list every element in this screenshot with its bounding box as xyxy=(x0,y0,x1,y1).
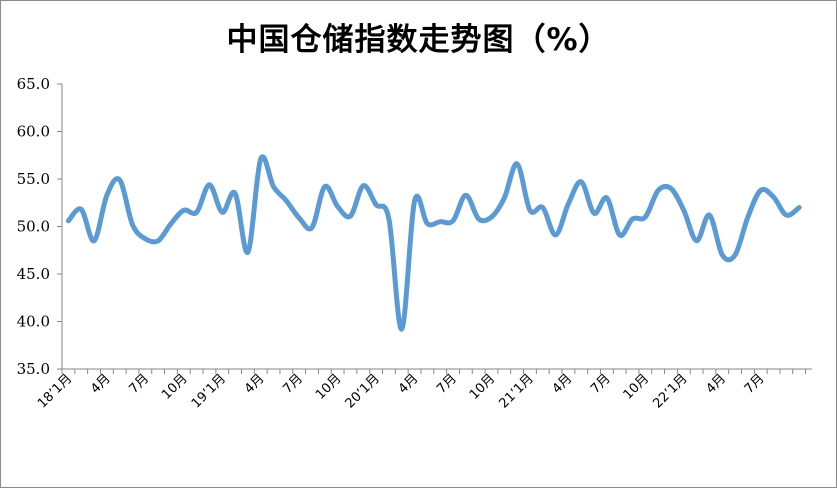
data-point xyxy=(553,233,558,238)
data-point xyxy=(258,157,263,162)
y-tick-label: 45.0 xyxy=(17,265,50,283)
data-point xyxy=(220,210,225,215)
data-point xyxy=(374,202,379,207)
data-point xyxy=(694,238,699,243)
y-tick-label: 50.0 xyxy=(17,218,50,236)
data-point xyxy=(310,225,315,230)
data-point xyxy=(117,177,122,182)
data-point xyxy=(758,188,763,193)
data-point xyxy=(681,208,686,213)
x-tick-label: 7月 xyxy=(127,371,153,397)
x-tick-label: 10月 xyxy=(313,371,344,402)
data-point xyxy=(476,216,481,221)
chart-title: 中国仓储指数走势图（%） xyxy=(226,22,611,58)
x-tick-label: 22’1月 xyxy=(650,371,690,411)
data-point xyxy=(592,211,597,216)
data-point xyxy=(668,186,673,191)
data-point xyxy=(412,198,417,203)
data-point xyxy=(425,221,430,226)
data-point xyxy=(168,221,173,226)
data-point xyxy=(451,218,456,223)
y-tick-labels: 35.0 40.0 45.0 50.0 55.0 60.0 65.0 xyxy=(17,75,50,378)
x-tick-label: 7月 xyxy=(588,371,614,397)
data-point xyxy=(297,215,302,220)
data-point xyxy=(194,210,199,215)
x-tick-label: 4月 xyxy=(550,371,576,397)
data-point xyxy=(643,215,648,220)
x-tick-label: 7月 xyxy=(742,371,768,397)
data-point xyxy=(707,213,712,218)
data-point xyxy=(399,327,404,332)
data-point xyxy=(463,193,468,198)
data-point xyxy=(335,204,340,209)
y-tick-label: 60.0 xyxy=(17,123,50,141)
data-point xyxy=(130,222,135,227)
data-point xyxy=(797,205,802,210)
x-tick-label: 4月 xyxy=(703,371,729,397)
data-point xyxy=(361,183,366,188)
data-point xyxy=(66,218,71,223)
data-point xyxy=(284,198,289,203)
y-tick-label: 65.0 xyxy=(17,75,50,93)
data-point xyxy=(79,207,84,212)
series-line xyxy=(65,154,802,332)
data-point xyxy=(579,179,584,184)
x-tick-label: 7月 xyxy=(280,371,306,397)
data-point xyxy=(156,238,161,243)
data-point xyxy=(143,236,148,241)
data-point xyxy=(630,216,635,221)
data-point xyxy=(386,216,391,221)
data-point xyxy=(348,214,353,219)
data-point xyxy=(515,161,520,166)
y-tick-label: 35.0 xyxy=(17,360,50,378)
data-point xyxy=(617,233,622,238)
data-point xyxy=(540,205,545,210)
x-tick-label: 20’1月 xyxy=(343,371,383,411)
data-point xyxy=(104,193,109,198)
y-tick-label: 55.0 xyxy=(17,170,50,188)
data-point xyxy=(604,196,609,201)
data-point xyxy=(489,215,494,220)
data-point xyxy=(245,250,250,255)
x-tick-label: 19’1月 xyxy=(189,371,229,411)
data-point xyxy=(771,195,776,200)
data-point xyxy=(733,253,738,258)
data-point xyxy=(181,208,186,213)
x-tick-label: 4月 xyxy=(242,371,268,397)
data-point xyxy=(233,191,238,196)
x-tick-label: 10月 xyxy=(159,371,190,402)
series-group xyxy=(65,154,802,332)
x-tick-label: 4月 xyxy=(396,371,422,397)
data-point xyxy=(784,213,789,218)
data-point xyxy=(92,238,97,243)
x-tick-label: 10月 xyxy=(621,371,652,402)
x-tick-label: 21’1月 xyxy=(497,371,537,411)
data-point xyxy=(656,188,661,193)
data-point xyxy=(271,184,276,189)
y-tick-label: 40.0 xyxy=(17,313,50,331)
data-point xyxy=(207,182,212,187)
x-tick-label: 7月 xyxy=(434,371,460,397)
axes xyxy=(57,83,812,374)
data-point xyxy=(745,215,750,220)
data-point xyxy=(720,253,725,258)
data-point xyxy=(502,196,507,201)
data-point xyxy=(322,184,327,189)
x-tick-label: 4月 xyxy=(88,371,114,397)
data-point xyxy=(566,201,571,206)
data-point xyxy=(438,219,443,224)
x-tick-label: 10月 xyxy=(467,371,498,402)
data-point xyxy=(527,208,532,213)
